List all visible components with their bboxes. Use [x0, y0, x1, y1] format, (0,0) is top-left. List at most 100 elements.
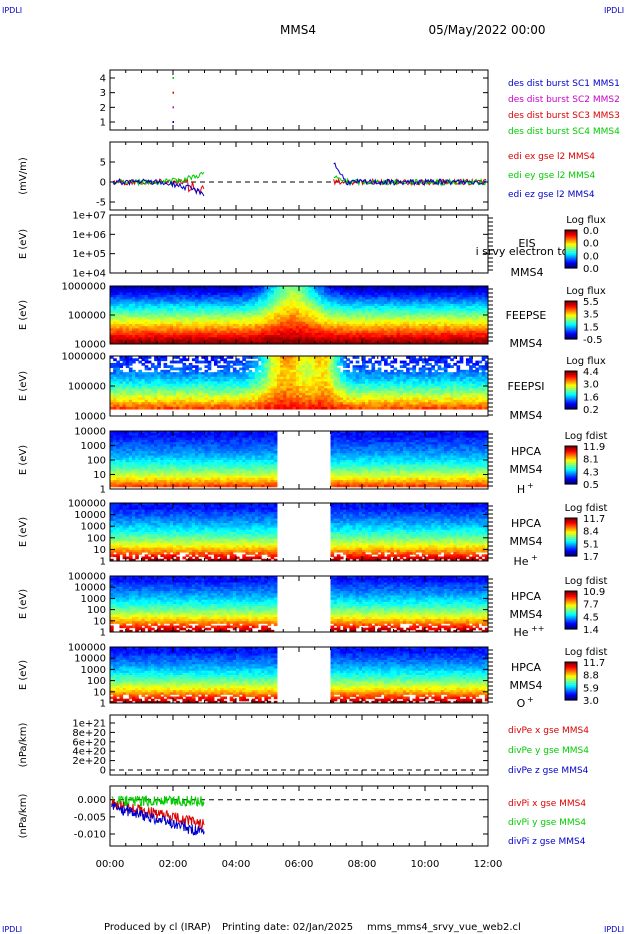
divpe-ytick: 2e+20 [72, 756, 106, 767]
legend-entry: divPi y gse MMS4 [508, 818, 586, 828]
hpca_h-colorbar-tick: 4.3 [583, 467, 599, 478]
divpi-ytick: 0.000 [77, 795, 106, 806]
hpca_o-ytick: 1000 [81, 665, 106, 676]
legend-entry: divPe z gse MMS4 [508, 766, 589, 776]
spacecraft-label: MMS4 [510, 337, 543, 350]
feepsi-ytick: 100000 [68, 382, 106, 393]
feepse-colorbar-tick: 5.5 [583, 297, 599, 308]
panels: 1 2 3 4 des dist burst SC1 MMS1 des dist burs… [18, 69, 620, 847]
instrument-label: HPCA [511, 517, 542, 530]
divpe-ytick: 6e+20 [72, 737, 106, 748]
instrument-label: FEEPSI [507, 380, 544, 393]
divpe-ytick: 8e+20 [72, 728, 106, 739]
legend-entry: des dist burst SC2 MMS2 [508, 95, 620, 105]
hpca_h-ytick: 1000 [81, 441, 106, 452]
divpi-frame [109, 785, 489, 847]
species-label: He [513, 555, 528, 568]
corner-label-top-left: IPDLI [2, 6, 22, 15]
time-tick-label: 12:00 [474, 859, 503, 870]
instrument-label: HPCA [511, 590, 542, 603]
legend-entry: divPi z gse MMS4 [508, 837, 586, 847]
hpca_he-colorbar-title: Log fdist [565, 503, 608, 514]
corner-label-bottom-left: IPDLI [2, 925, 22, 934]
hpca_he-colorbar-tick: 5.1 [583, 539, 599, 550]
instrument-label: HPCA [511, 661, 542, 674]
hpca_hepp-ytick: 1000 [81, 594, 106, 605]
feepse-colorbar-tick: -0.5 [583, 335, 603, 346]
hpca_o-ytick: 100000 [68, 643, 106, 654]
series-line [111, 801, 205, 836]
feepsi-colorbar-tick: 3.0 [583, 380, 599, 391]
spacecraft-label: MMS4 [511, 266, 544, 279]
species-label: H [517, 483, 525, 496]
hpca_h-ytick: 100 [87, 456, 106, 467]
efield-frame [109, 141, 489, 211]
feepse-colorbar-title: Log flux [566, 286, 606, 297]
hpca_h-colorbar-tick: 11.9 [583, 442, 605, 453]
feepse-ytick: 100000 [68, 311, 106, 322]
hpca_o-ylabel: E (eV) [18, 660, 29, 690]
burst-ytick: 2 [100, 103, 106, 114]
feepsi-colorbar-tick: 4.4 [583, 367, 599, 378]
feepsi-ylabel: E (eV) [18, 371, 29, 401]
hpca_o-ytick: 10000 [74, 654, 106, 665]
time-tick-label: 06:00 [285, 859, 314, 870]
hpca_h-ytick: 1 [100, 485, 106, 496]
legend-entry: edi ez gse l2 MMS4 [508, 190, 595, 200]
panel-feepse: 10000 100000 1000000 E (eV) FEEPSE MMS4 Log fl… [18, 282, 606, 351]
hpca_hepp-colorbar-tick: 4.5 [583, 612, 599, 623]
panel-divpi: (nPa/km) -0.010 -0.005 0.000 divPi x gse MMS… [18, 785, 586, 847]
hpca_hepp-colorbar-tick: 10.9 [583, 587, 605, 598]
charge-label: + [527, 695, 534, 704]
footer-printing-date: Printing date: 02/Jan/2025 [222, 922, 353, 933]
hpca_he-ytick: 1000 [81, 522, 106, 533]
series-line [333, 175, 487, 187]
hpca_hepp-colorbar-title: Log fdist [565, 576, 608, 587]
species-label: He [513, 626, 528, 639]
eis-ytick: 1e+07 [72, 211, 106, 222]
legend-entry: divPe x gse MMS4 [508, 726, 589, 736]
burst-ytick: 4 [100, 74, 106, 85]
feepse-colorbar-tick: 1.5 [583, 322, 599, 333]
footer-producer: Produced by cl (IRAP) [104, 922, 211, 933]
feepsi-ytick: 1000000 [61, 352, 106, 363]
hpca_he-ylabel: E (eV) [18, 517, 29, 547]
hpca_he-colorbar-tick: 11.7 [583, 514, 605, 525]
divpe-ytick: 1e+21 [72, 719, 106, 730]
plot-title: MMS4 [280, 23, 316, 37]
feepse-ylabel: E (eV) [18, 300, 29, 330]
series-line [112, 178, 205, 197]
burst-frame [109, 69, 489, 131]
hpca_h-colorbar-tick: 0.5 [583, 480, 599, 491]
corner-label-bottom-right: IPDLI [604, 925, 624, 934]
hpca_hepp-ylabel: E (eV) [18, 589, 29, 619]
feepsi-colorbar-tick: 0.2 [583, 405, 599, 416]
panel-hpca_h: 1 10 100 1000 10000 E (eV) HPCA MMS4 H + Log fdist… [18, 427, 607, 497]
burst-point [172, 121, 174, 123]
efield-ytick: -5 [96, 198, 106, 209]
hpca_o-colorbar-tick: 11.7 [583, 658, 605, 669]
hpca_o-ytick: 100 [87, 676, 106, 687]
charge-label: + [531, 553, 538, 562]
hpca_he-ytick: 10000 [74, 510, 106, 521]
overlay-label: i srvy electron to [476, 245, 569, 258]
hpca_he-colorbar-tick: 8.4 [583, 527, 599, 538]
footer-file: mms_mms4_srvy_vue_web2.cl [367, 922, 521, 933]
hpca_o-ytick: 10 [93, 687, 106, 698]
hpca_h-ytick: 10000 [74, 427, 106, 438]
divpe-ytick: 0 [100, 766, 106, 777]
legend-entry: des dist burst SC4 MMS4 [508, 127, 620, 137]
divpe-ylabel: (nPa/km) [18, 723, 29, 768]
feepse-colorbar [564, 300, 578, 340]
hpca_hepp-ytick: 10 [93, 616, 106, 627]
legend-entry: divPi x gse MMS4 [508, 799, 586, 809]
hpca_h-ytick: 10 [93, 470, 106, 481]
legend-entry: divPe y gse MMS4 [508, 746, 589, 756]
hpca_hepp-ytick: 100 [87, 605, 106, 616]
eis-ytick: 1e+05 [72, 249, 106, 260]
burst-point [172, 91, 174, 94]
time-tick-label: 00:00 [96, 859, 125, 870]
